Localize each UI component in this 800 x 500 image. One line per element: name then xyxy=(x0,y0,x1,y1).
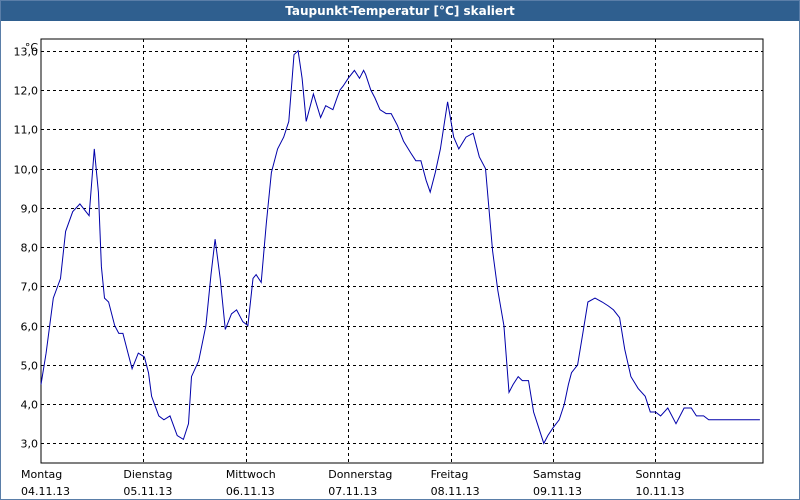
x-day-label: Donnerstag xyxy=(328,468,392,481)
y-tick-label: 3,0 xyxy=(21,438,39,451)
x-date-label: 07.11.13 xyxy=(328,485,377,498)
y-tick-label: 6,0 xyxy=(21,321,39,334)
x-day-label: Mittwoch xyxy=(226,468,276,481)
x-day-label: Montag xyxy=(21,468,62,481)
x-day-label: Dienstag xyxy=(123,468,172,481)
y-tick-label: 8,0 xyxy=(21,242,39,255)
y-tick-label: 7,0 xyxy=(21,281,39,294)
y-tick-label: 4,0 xyxy=(21,399,39,412)
x-day-label: Freitag xyxy=(431,468,469,481)
y-axis-unit: °C xyxy=(25,41,39,54)
plot-area xyxy=(40,38,764,464)
y-tick-label: 13,0 xyxy=(14,46,39,59)
y-tick-label: 11,0 xyxy=(14,124,39,137)
x-date-label: 06.11.13 xyxy=(226,485,275,498)
y-tick-label: 9,0 xyxy=(21,203,39,216)
x-day-label: Sonntag xyxy=(635,468,681,481)
y-tick-label: 5,0 xyxy=(21,360,39,373)
chart-title: Taupunkt-Temperatur [°C] skaliert xyxy=(285,4,515,18)
x-date-label: 05.11.13 xyxy=(123,485,172,498)
y-tick-label: 10,0 xyxy=(14,164,39,177)
x-day-label: Samstag xyxy=(533,468,581,481)
title-bar: Taupunkt-Temperatur [°C] skaliert xyxy=(1,1,799,21)
y-tick-label: 12,0 xyxy=(14,85,39,98)
x-date-label: 04.11.13 xyxy=(21,485,70,498)
dewpoint-line-chart: 3,0 4,0 5,0 6,0 7,0 8,0 9,0 10,0 11,0 12,0 13,0°C M… xyxy=(14,38,764,498)
series-line xyxy=(40,49,760,445)
x-date-label: 09.11.13 xyxy=(533,485,582,498)
x-date-label: 10.11.13 xyxy=(635,485,684,498)
x-date-label: 08.11.13 xyxy=(431,485,480,498)
